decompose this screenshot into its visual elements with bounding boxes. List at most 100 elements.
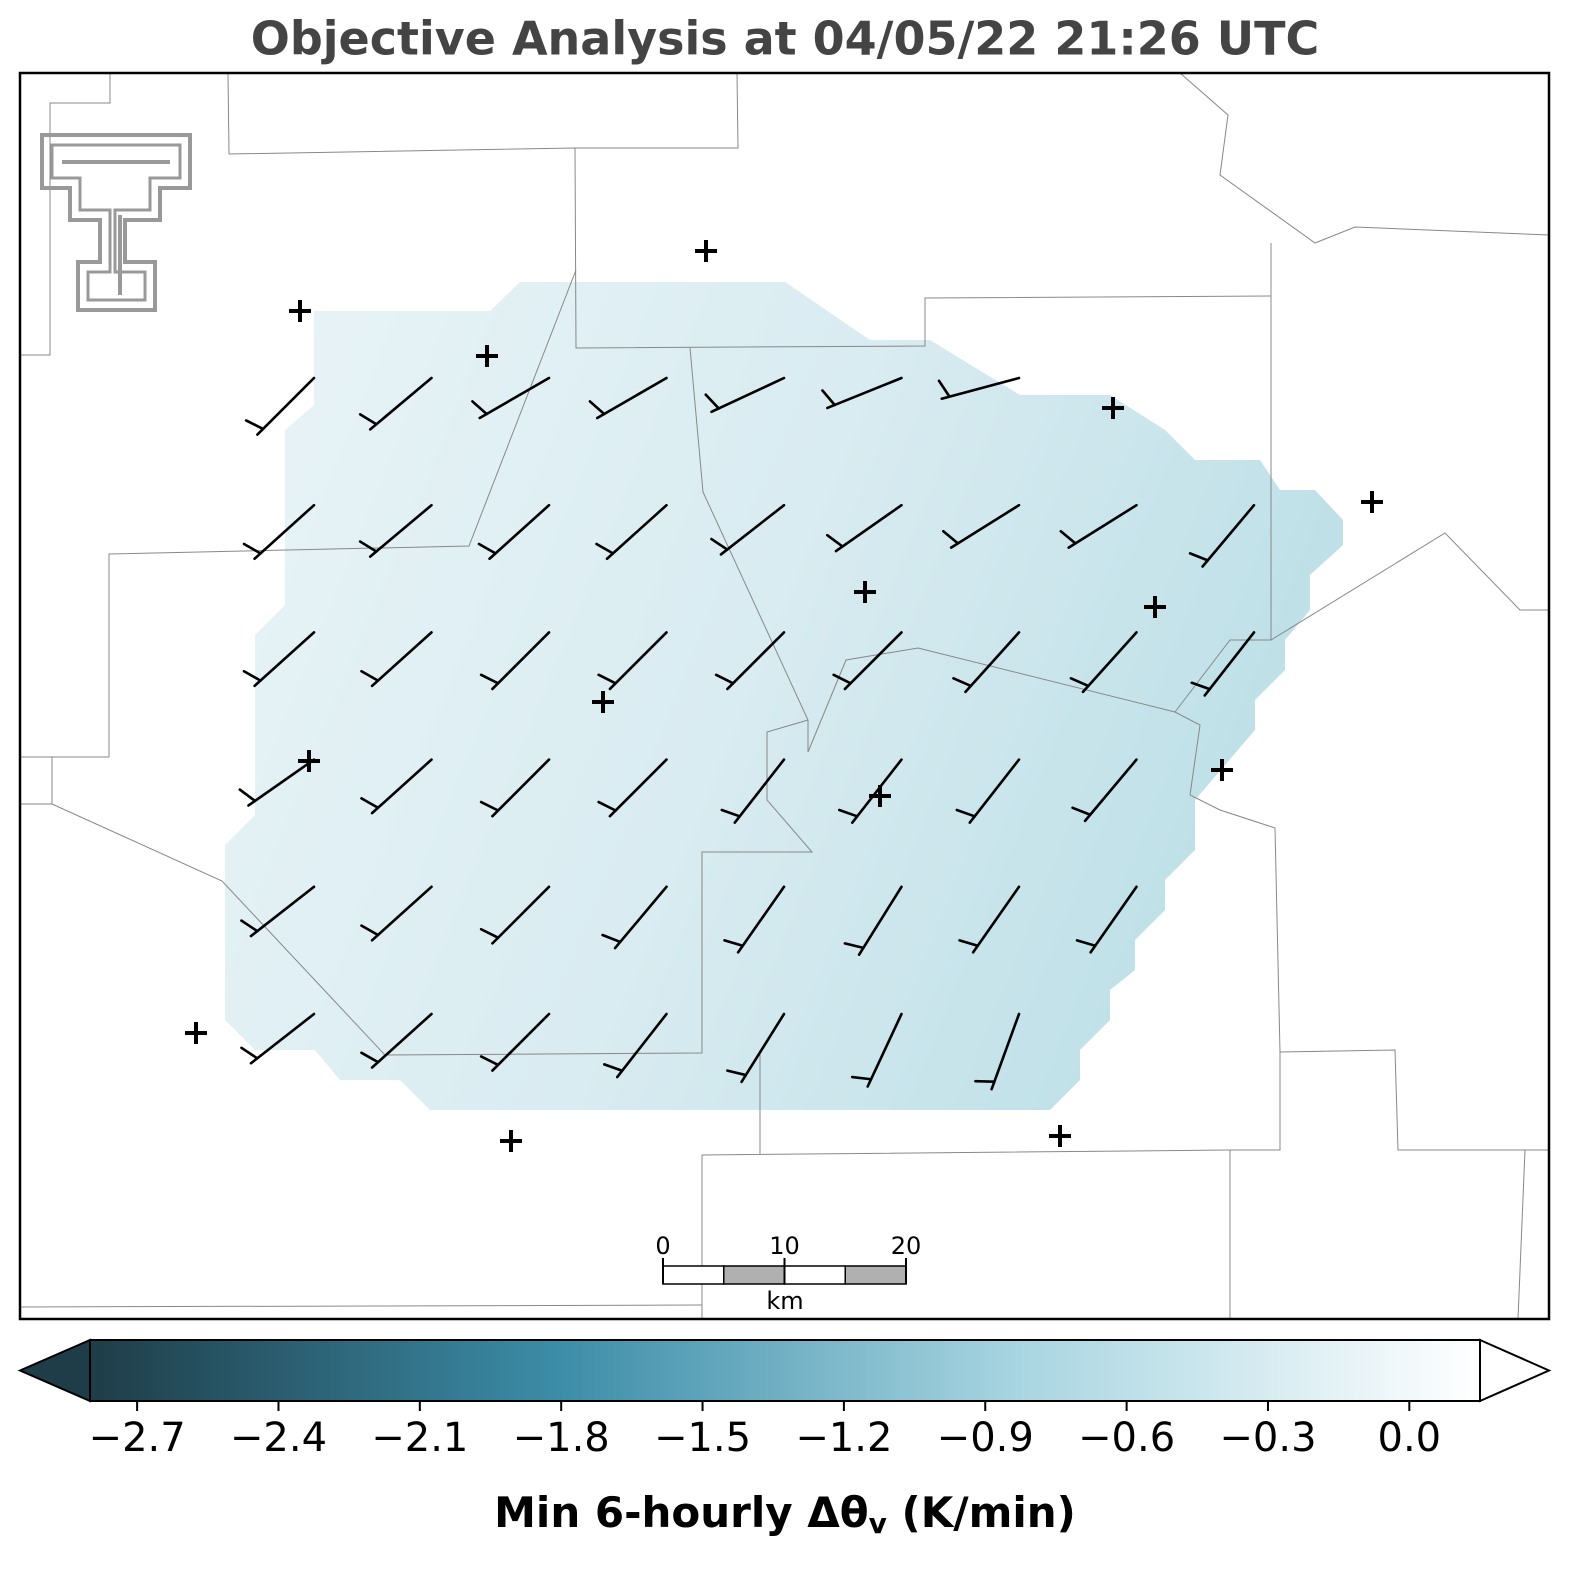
- barb-staff: [866, 1012, 903, 1088]
- wind-barb: [974, 1012, 1021, 1091]
- wind-barb: [1188, 503, 1256, 568]
- station-marker: [500, 1130, 522, 1152]
- barb-tick: [720, 808, 741, 818]
- scale-tick-label: 10: [769, 1232, 800, 1260]
- colorbar-label: Min 6-hourly Δθv (K/min): [494, 1488, 1076, 1541]
- barb-tick: [477, 542, 497, 555]
- station-marker: [1049, 1125, 1071, 1147]
- colorbar-extend-high: [1479, 1338, 1552, 1403]
- wind-barb: [358, 376, 433, 431]
- wind-barb: [1075, 885, 1138, 954]
- barb-staff: [736, 885, 786, 954]
- barb-staff: [857, 885, 903, 956]
- barb-staff: [613, 885, 668, 950]
- wind-barb: [1059, 503, 1138, 549]
- barb-staff: [249, 1012, 316, 1065]
- barb-tick: [244, 419, 265, 431]
- wind-barb: [1069, 631, 1138, 694]
- wind-barb: [238, 758, 316, 807]
- colorbar-tick-label: −2.4: [230, 1415, 327, 1461]
- wind-barb: [240, 1012, 316, 1065]
- barb-staff: [940, 376, 1021, 401]
- barb-tick: [723, 939, 745, 948]
- barb-tick: [942, 529, 960, 545]
- station-marker: [289, 300, 311, 322]
- barb-staff: [491, 631, 551, 691]
- barb-tick: [479, 800, 500, 812]
- barb-tick: [1075, 939, 1097, 948]
- colorbar-tick-label: −0.6: [1078, 1415, 1175, 1461]
- colorbar-tick-label: −1.5: [654, 1415, 751, 1461]
- station-marker: [592, 691, 614, 713]
- wind-barb: [1190, 631, 1256, 697]
- barb-staff: [370, 1012, 433, 1069]
- wind-barb: [360, 631, 433, 688]
- colorbar-tick-label: 0.0: [1378, 1415, 1442, 1461]
- barb-staff: [1201, 503, 1256, 568]
- scale-tick-label: 0: [655, 1232, 670, 1260]
- barb-tick: [1188, 552, 1210, 562]
- barb-staff: [990, 1012, 1021, 1091]
- barb-tick: [825, 533, 844, 548]
- barb-staff: [834, 503, 903, 553]
- wind-barb: [242, 631, 316, 688]
- barb-staff: [253, 631, 316, 688]
- wind-barb: [843, 885, 903, 956]
- barb-tick: [952, 677, 973, 688]
- barb-staff: [488, 503, 551, 561]
- barb-tick: [479, 673, 500, 685]
- wind-barb: [723, 885, 786, 954]
- barb-staff: [253, 503, 316, 561]
- barb-tick: [471, 400, 488, 416]
- wind-barb: [850, 1012, 903, 1088]
- wind-barb: [714, 631, 786, 691]
- barb-staff: [491, 885, 551, 945]
- barb-tick: [360, 924, 380, 937]
- colorbar-tick-label: −2.7: [89, 1415, 186, 1461]
- barb-tick: [1059, 529, 1077, 545]
- wind-barb: [958, 885, 1021, 954]
- title: Objective Analysis at 04/05/22 21:26 UTC: [251, 12, 1320, 66]
- barb-staff: [1067, 503, 1138, 549]
- wind-barb: [832, 631, 903, 691]
- colorbar: Min 6-hourly Δθv (K/min) −2.7 −2.4 −2.1 −1.…: [17, 1338, 1552, 1541]
- wind-barb: [477, 503, 551, 561]
- barb-staff: [491, 1012, 551, 1072]
- barb-tick: [240, 1046, 259, 1060]
- wind-barb: [955, 758, 1021, 824]
- barb-staff: [370, 631, 433, 688]
- barb-tick: [704, 393, 721, 410]
- colorbar-tick-label: −0.3: [1219, 1415, 1316, 1461]
- barb-staff: [964, 631, 1021, 694]
- barb-tick: [595, 542, 615, 555]
- logo: [40, 133, 192, 312]
- colorbar-body: [89, 1339, 1481, 1402]
- barb-staff: [733, 758, 786, 824]
- barb-tick: [601, 933, 622, 944]
- barb-tick: [726, 1069, 748, 1077]
- wind-barb: [720, 758, 786, 824]
- barb-staff: [478, 376, 551, 420]
- wind-barb: [479, 885, 551, 945]
- barb-staff: [1089, 885, 1138, 954]
- barb-tick: [242, 542, 262, 555]
- barb-tick: [974, 1079, 996, 1083]
- barb-tick: [958, 939, 980, 948]
- scale-segment: [662, 1265, 725, 1285]
- barb-tick: [832, 673, 852, 685]
- barb-staff: [595, 376, 668, 420]
- barb-tick: [358, 413, 378, 426]
- wind-barb: [1071, 758, 1138, 823]
- barb-tick: [837, 808, 859, 818]
- barb-staff: [370, 758, 433, 815]
- barb-staff: [370, 885, 433, 942]
- wind-barb: [358, 503, 433, 558]
- barb-tick: [937, 379, 951, 398]
- barb-staff: [968, 758, 1021, 824]
- scale-segment: [723, 1265, 786, 1285]
- wind-barb: [710, 503, 786, 556]
- scale-unit: km: [766, 1287, 803, 1315]
- colorbar-tick-label: −2.1: [371, 1415, 468, 1461]
- label-units-text: (K/min): [902, 1488, 1076, 1537]
- analysis-field: [225, 282, 1343, 1110]
